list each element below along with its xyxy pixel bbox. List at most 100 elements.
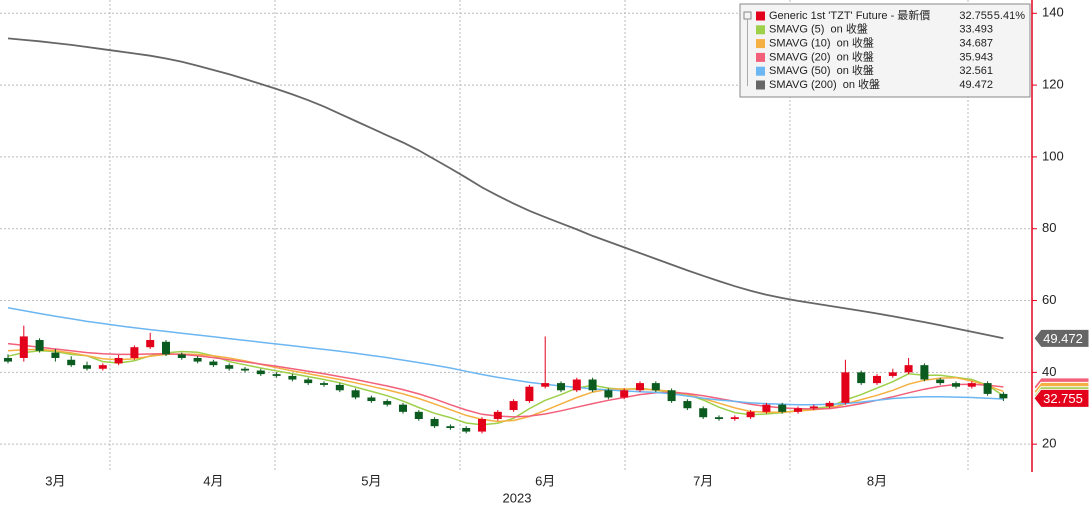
candle-body (35, 340, 44, 351)
legend-value: 34.687 (959, 38, 993, 50)
y-tick-label: 20 (1042, 436, 1056, 451)
candle-body (541, 383, 550, 387)
candle-body (715, 417, 723, 420)
ma-line (7, 350, 1004, 426)
legend-label: SMAVG (10) on 收盤 (769, 36, 874, 50)
candle-body (683, 401, 692, 409)
candle-body (4, 357, 12, 362)
legend: Generic 1st 'TZT' Future - 最新價 32.755 5.41… (739, 3, 1031, 98)
candle-body (999, 393, 1008, 399)
x-tick-label: 3月 (45, 473, 65, 488)
legend-value: 32.755 (959, 10, 993, 22)
candle-body (904, 365, 913, 373)
value-tag-label: 49.472 (1043, 331, 1083, 346)
candle-body (272, 374, 281, 376)
candle-body (825, 402, 834, 407)
candle-body (335, 384, 344, 391)
candle-body (114, 357, 123, 364)
y-tick-label: 100 (1042, 148, 1064, 163)
candle-body (383, 401, 392, 405)
y-tick-label: 120 (1042, 77, 1064, 92)
legend-label: SMAVG (5) on 收盤 (769, 22, 868, 36)
x-axis-label: 2023 (503, 490, 532, 505)
moving-averages (7, 37, 1004, 426)
legend-value: 49.472 (959, 79, 993, 91)
ma-line (7, 306, 1004, 406)
candle-body (762, 404, 771, 412)
legend-swatch (756, 25, 765, 35)
legend-box (739, 3, 1031, 98)
candle-body (320, 383, 328, 385)
candle-body (857, 372, 866, 384)
candle-body (809, 406, 818, 409)
legend-value: 32.561 (959, 65, 993, 77)
candle-body (557, 383, 565, 391)
x-axis: 2023 3月 4月 5月 6月 7月 8月 (45, 473, 887, 505)
candle-body (746, 411, 755, 418)
y-tick-label: 40 (1042, 364, 1056, 379)
candle-body (920, 365, 929, 380)
legend-swatch (756, 66, 765, 76)
candle-body (146, 340, 155, 348)
candle-body (367, 397, 376, 402)
candle-body (620, 390, 629, 398)
candles (4, 325, 1008, 434)
candle-body (414, 411, 423, 420)
candle-body (778, 404, 787, 412)
legend-value: 33.493 (959, 24, 993, 36)
x-tick-label: 6月 (535, 473, 555, 488)
candle-body (351, 390, 360, 398)
candle-body (952, 383, 960, 387)
candle-body (841, 372, 850, 403)
y-tick-label: 60 (1042, 292, 1056, 307)
candle-body (794, 408, 802, 412)
candle-body (288, 375, 297, 380)
candle-body (572, 379, 581, 391)
candle-body (67, 359, 76, 366)
candle-body (730, 417, 739, 420)
legend-label: Generic 1st 'TZT' Future - 最新價 (769, 8, 930, 22)
candle-body (19, 336, 28, 358)
candle-body (888, 372, 897, 376)
candle-body (430, 419, 439, 427)
candle-body (462, 427, 471, 432)
candle-body (636, 383, 644, 391)
legend-swatch (756, 80, 765, 90)
legend-label: SMAVG (200) on 收盤 (769, 77, 880, 91)
candle-body (699, 408, 708, 418)
candle-body (241, 368, 249, 371)
legend-label: SMAVG (50) on 收盤 (769, 63, 874, 77)
candle-body (399, 404, 407, 412)
candle-body (177, 354, 186, 358)
last-value-tags: 49.472 32.755 (1033, 328, 1090, 409)
candle-body (651, 383, 660, 391)
y-tick-label: 140 (1042, 5, 1064, 20)
candle-body (493, 411, 502, 420)
candle-body (225, 365, 234, 369)
candle-body (983, 383, 992, 394)
legend-change: 5.41% (994, 10, 1025, 22)
candle-body (446, 426, 455, 428)
legend-swatch (756, 39, 765, 49)
legend-swatch (756, 11, 765, 21)
candle-body (83, 365, 91, 369)
candle-body (193, 357, 202, 362)
candle-body (604, 390, 613, 398)
candle-body (209, 361, 218, 366)
y-axis: 20 40 60 80 100 120 140 (1031, 0, 1064, 472)
candle-body (873, 375, 881, 384)
candle-body (525, 386, 534, 402)
x-tick-label: 4月 (203, 473, 223, 488)
value-tag (1033, 328, 1090, 348)
candle-body (478, 419, 486, 432)
y-tick-label: 80 (1042, 220, 1056, 235)
candle-body (51, 352, 60, 358)
candle-body (162, 341, 170, 355)
candle-body (304, 379, 313, 384)
candle-body (588, 379, 597, 391)
legend-label: SMAVG (20) on 收盤 (769, 49, 874, 63)
value-tag (1033, 388, 1090, 408)
candle-body (936, 379, 945, 384)
value-tag-label: 32.755 (1043, 391, 1083, 406)
